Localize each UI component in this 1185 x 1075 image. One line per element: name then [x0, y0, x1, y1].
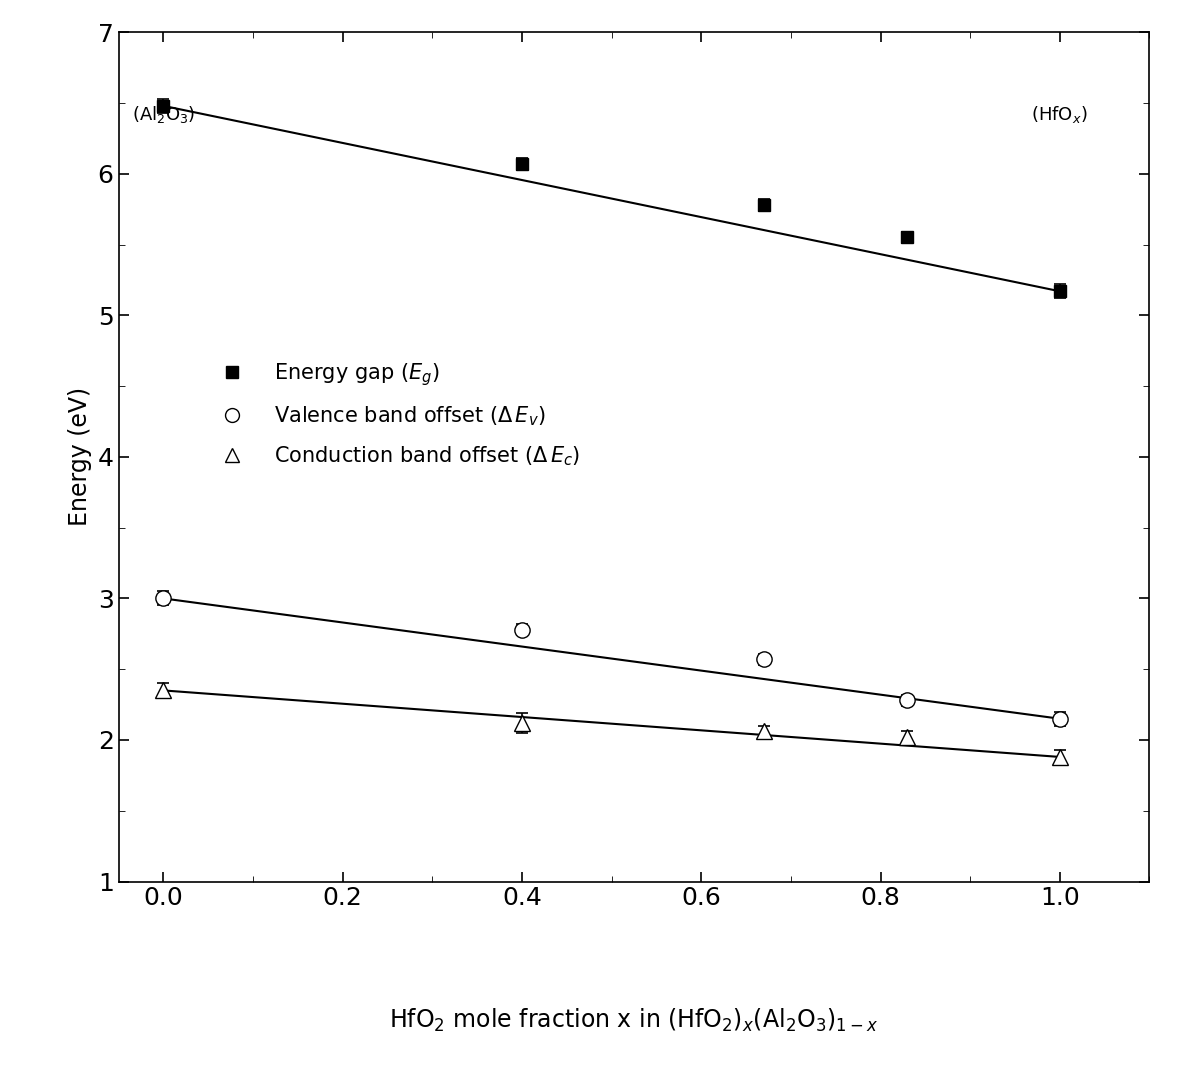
- Text: (HfO$_x$): (HfO$_x$): [1031, 104, 1088, 126]
- Text: (Al$_2$O$_3$): (Al$_2$O$_3$): [132, 104, 196, 126]
- Legend: Energy gap ($E_g$), Valence band offset ($\Delta\,E_v$), Conduction band offset : Energy gap ($E_g$), Valence band offset …: [211, 361, 581, 468]
- Text: HfO$_2$ mole fraction x in (HfO$_2$)$_x$(Al$_2$O$_3$)$_{1-x}$: HfO$_2$ mole fraction x in (HfO$_2$)$_x$…: [389, 1006, 879, 1034]
- Y-axis label: Energy (eV): Energy (eV): [68, 387, 92, 527]
